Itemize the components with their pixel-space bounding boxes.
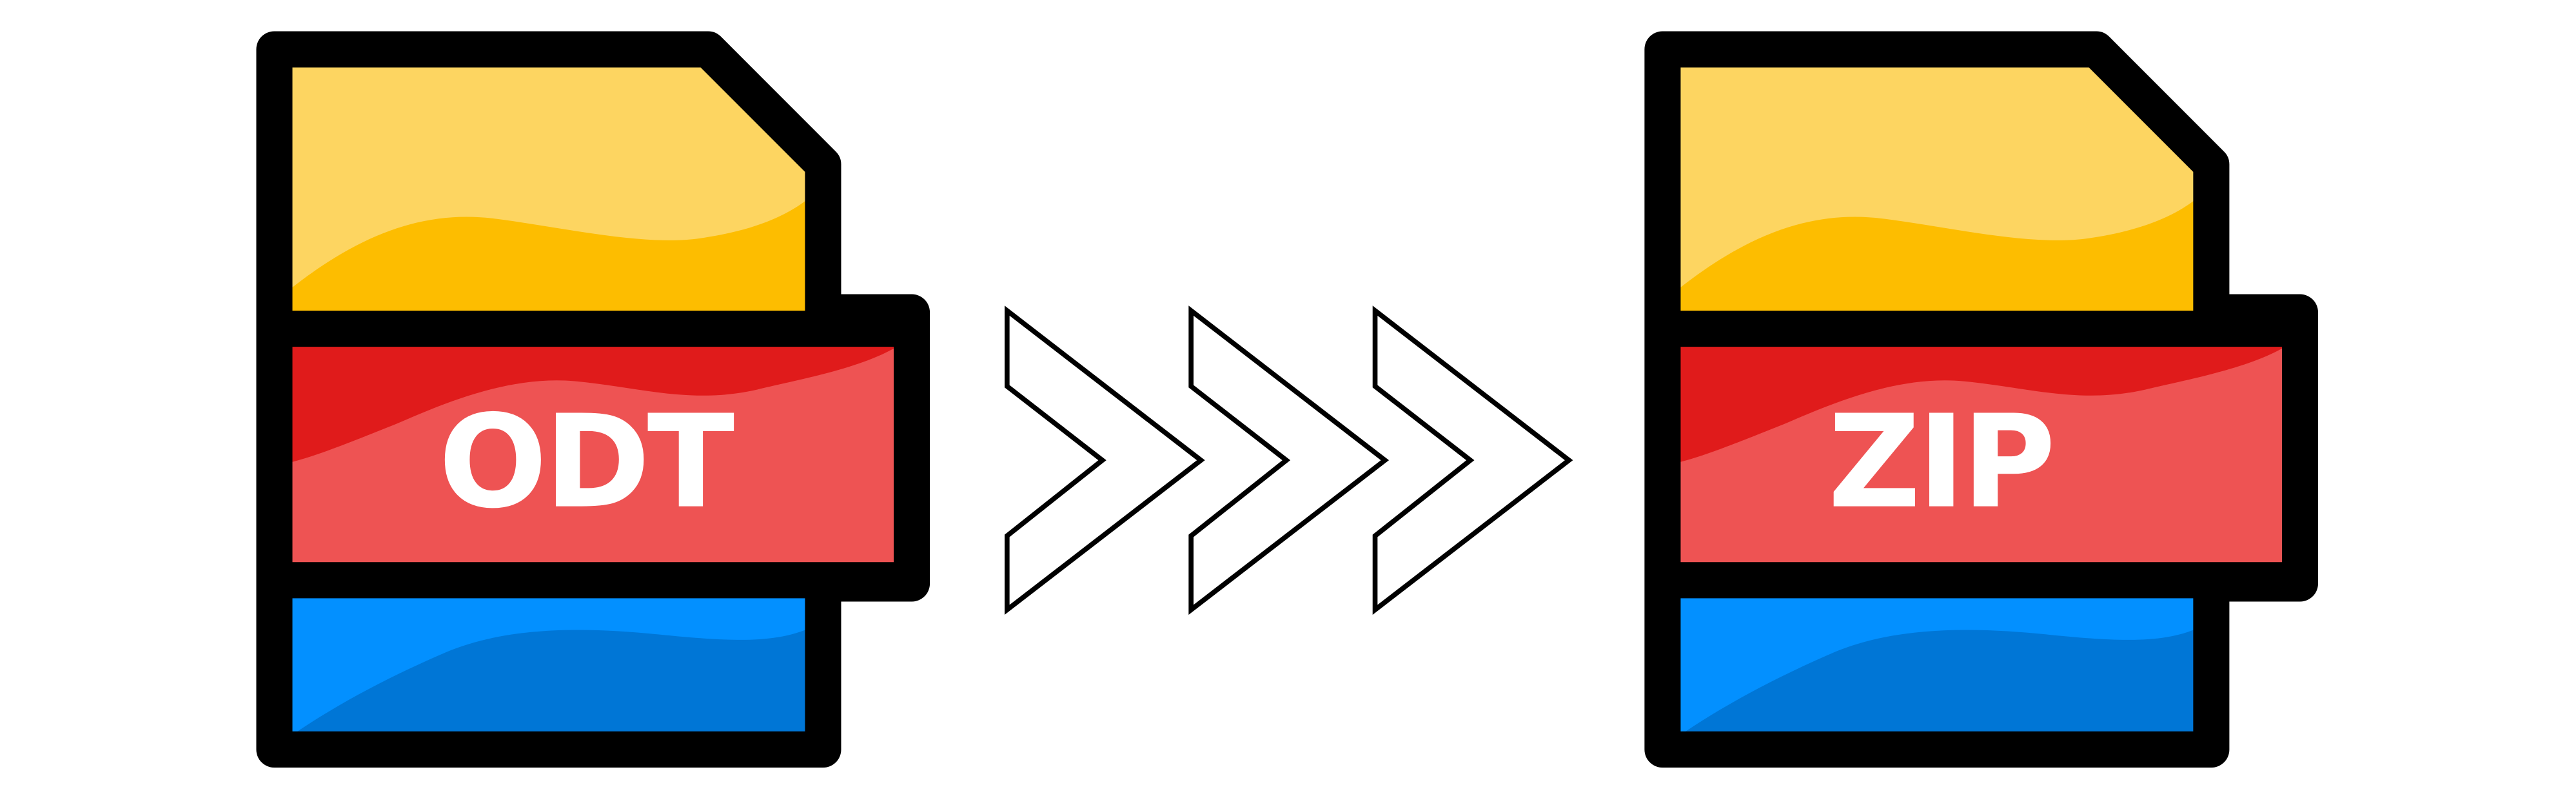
chevron-right-icon (1191, 311, 1385, 610)
source-format-label: ODT (438, 387, 734, 536)
chevron-right-icon (1375, 311, 1569, 610)
conversion-arrows (1007, 311, 1569, 610)
target-file-icon: ZIP (1662, 33, 2300, 749)
chevron-right-icon (1007, 311, 1201, 610)
source-file-icon: ODT (274, 33, 912, 749)
target-format-label: ZIP (1828, 387, 2052, 536)
